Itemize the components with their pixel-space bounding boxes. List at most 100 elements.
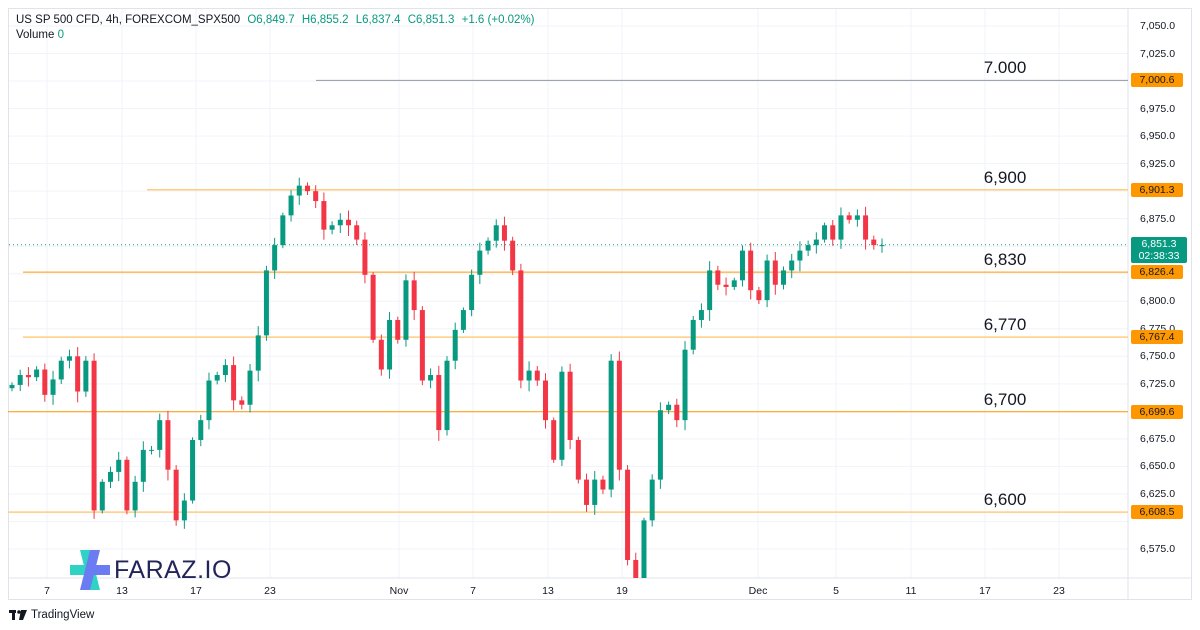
level-price-badge: 6,826.4 <box>1131 265 1183 280</box>
candle <box>879 238 885 253</box>
candle-body <box>633 559 639 578</box>
candle-body <box>190 439 196 501</box>
current-price-badge: 6,851.3 02:38:33 <box>1131 236 1187 263</box>
candle <box>124 456 130 515</box>
symbol-name[interactable]: US SP 500 CFD, 4h, FOREXCOM_SPX500 <box>16 14 241 26</box>
candle <box>551 417 557 463</box>
candle-body <box>181 500 187 521</box>
candle-body <box>321 201 327 230</box>
candle-body <box>132 481 138 511</box>
candle-body <box>370 274 376 340</box>
candle <box>42 363 48 402</box>
candle-body <box>707 270 713 311</box>
candle-body <box>559 371 565 460</box>
candle <box>690 316 696 355</box>
price-tick-label: 6,650.0 <box>1140 460 1176 473</box>
candle <box>739 245 745 287</box>
ohlc-high: H6,855.2 <box>301 14 349 26</box>
candle-body <box>198 420 204 440</box>
candle <box>813 232 819 254</box>
candle <box>116 451 122 482</box>
level-label: 6,900 <box>983 167 1027 187</box>
level-label: 6,770 <box>983 315 1027 335</box>
candle-body <box>781 270 787 285</box>
candle-body <box>411 280 417 311</box>
candle <box>657 402 663 489</box>
candle-body <box>239 400 245 405</box>
candle <box>838 207 844 249</box>
candle-body <box>748 250 754 291</box>
tradingview-brand[interactable]: TradingView <box>9 609 94 621</box>
price-tick-label: 7,050.0 <box>1140 20 1176 32</box>
candle-body <box>337 219 343 226</box>
candle-body <box>75 356 81 392</box>
candle <box>501 216 507 251</box>
bar-countdown: 02:38:33 <box>1138 249 1180 262</box>
candle <box>231 356 237 411</box>
candle <box>280 212 286 249</box>
candle-body <box>107 471 113 482</box>
candle <box>863 206 869 250</box>
candle-body <box>157 420 163 450</box>
candle <box>452 322 458 370</box>
candle-body <box>698 310 704 320</box>
candle-body <box>493 225 499 241</box>
candle-body <box>854 215 860 220</box>
candle <box>756 286 762 305</box>
candle-body <box>214 375 220 381</box>
candle <box>822 222 828 243</box>
candle <box>723 277 729 296</box>
candle <box>272 237 278 279</box>
candle <box>296 177 302 205</box>
candle <box>518 263 524 389</box>
candle-body <box>346 219 352 226</box>
candle-body <box>329 225 335 230</box>
candle <box>592 471 598 515</box>
candles <box>9 177 885 578</box>
tradingview-logo-icon <box>9 610 27 620</box>
volume-legend: Volume 0 <box>16 29 64 41</box>
candle <box>370 272 376 343</box>
candle-body <box>452 329 458 361</box>
candle <box>165 410 171 481</box>
candle <box>871 235 877 250</box>
candle <box>510 236 516 276</box>
candle-body <box>846 215 852 220</box>
ohlc-close: C6,851.3 <box>407 14 455 26</box>
candle-body <box>280 215 286 246</box>
candle <box>830 219 836 246</box>
candle-body <box>140 449 146 482</box>
horizontal-levels <box>8 79 1128 513</box>
watermark-text: FARAZ.IO <box>114 555 232 584</box>
chart-frame <box>8 8 1192 600</box>
candle-body <box>91 360 97 511</box>
candle <box>715 265 721 291</box>
candle <box>485 237 491 255</box>
candle-body <box>206 380 212 421</box>
candle <box>239 396 245 410</box>
candle-body <box>124 459 130 511</box>
level-label: 6,600 <box>983 490 1027 510</box>
candle <box>337 213 343 233</box>
candle <box>674 398 680 428</box>
candle <box>567 363 573 450</box>
price-tick-label: 6,575.0 <box>1140 542 1176 555</box>
candle <box>428 368 434 389</box>
candle <box>781 266 787 290</box>
candle <box>17 369 23 392</box>
candle-body <box>436 375 442 431</box>
level-price-badge: 6,767.4 <box>1131 330 1183 345</box>
candle-body <box>58 360 64 380</box>
candle <box>444 356 450 436</box>
candle-body <box>871 239 877 246</box>
volume-label[interactable]: Volume <box>16 29 55 41</box>
candle-body <box>403 280 409 340</box>
candle-body <box>592 479 598 505</box>
candle <box>559 366 565 466</box>
candle <box>600 475 606 495</box>
candle-body <box>9 384 15 389</box>
candle-body <box>813 239 819 246</box>
candle-body <box>469 274 475 311</box>
candle <box>493 219 499 248</box>
